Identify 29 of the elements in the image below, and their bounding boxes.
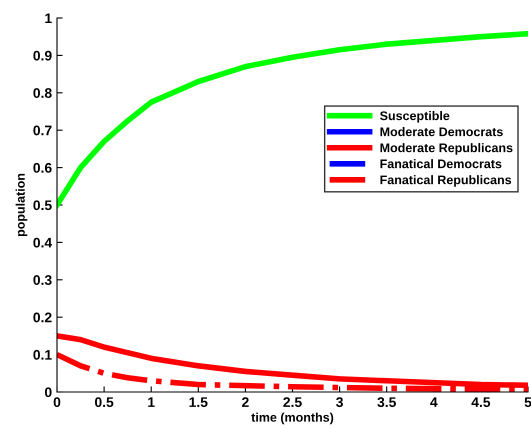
y-tick-label: 0.4	[33, 238, 52, 248]
legend-label: Moderate Democrats	[380, 127, 503, 136]
y-tick-label: 0.8	[33, 88, 52, 98]
legend-label: Fanatical Democrats	[380, 159, 502, 168]
x-tick-label: 4	[430, 397, 438, 407]
y-tick-label: 0.3	[33, 275, 52, 285]
x-tick-label: 1	[148, 397, 155, 407]
y-tick-label: 0.5	[33, 200, 52, 210]
y-tick-label: 0.2	[33, 312, 52, 322]
x-tick-label: 3.5	[377, 397, 396, 408]
legend-label: Fanatical Republicans	[380, 175, 512, 187]
x-tick-label: 5	[524, 397, 531, 408]
y-tick-label: 0.7	[33, 126, 52, 136]
y-axis-title: population	[16, 174, 28, 236]
x-tick-label: 4.5	[471, 397, 490, 408]
x-tick-label: 3	[336, 397, 343, 408]
y-tick-label: 0.6	[33, 162, 52, 173]
x-tick-label: 2.5	[283, 397, 302, 408]
legend-label: Moderate Republicans	[380, 143, 512, 155]
y-tick-label: 1	[45, 13, 52, 24]
y-tick-label: 0	[44, 387, 52, 398]
x-tick-label: 2	[242, 397, 249, 407]
y-tick-label: 0.1	[33, 350, 52, 360]
y-tick-label: 0.9	[33, 50, 52, 61]
x-tick-label: 1.5	[190, 397, 208, 408]
x-tick-label: 0.5	[94, 397, 114, 408]
x-axis-title: time (months)	[251, 412, 334, 424]
x-tick-label: 0	[54, 397, 60, 408]
legend-label: Susceptible	[380, 111, 450, 123]
